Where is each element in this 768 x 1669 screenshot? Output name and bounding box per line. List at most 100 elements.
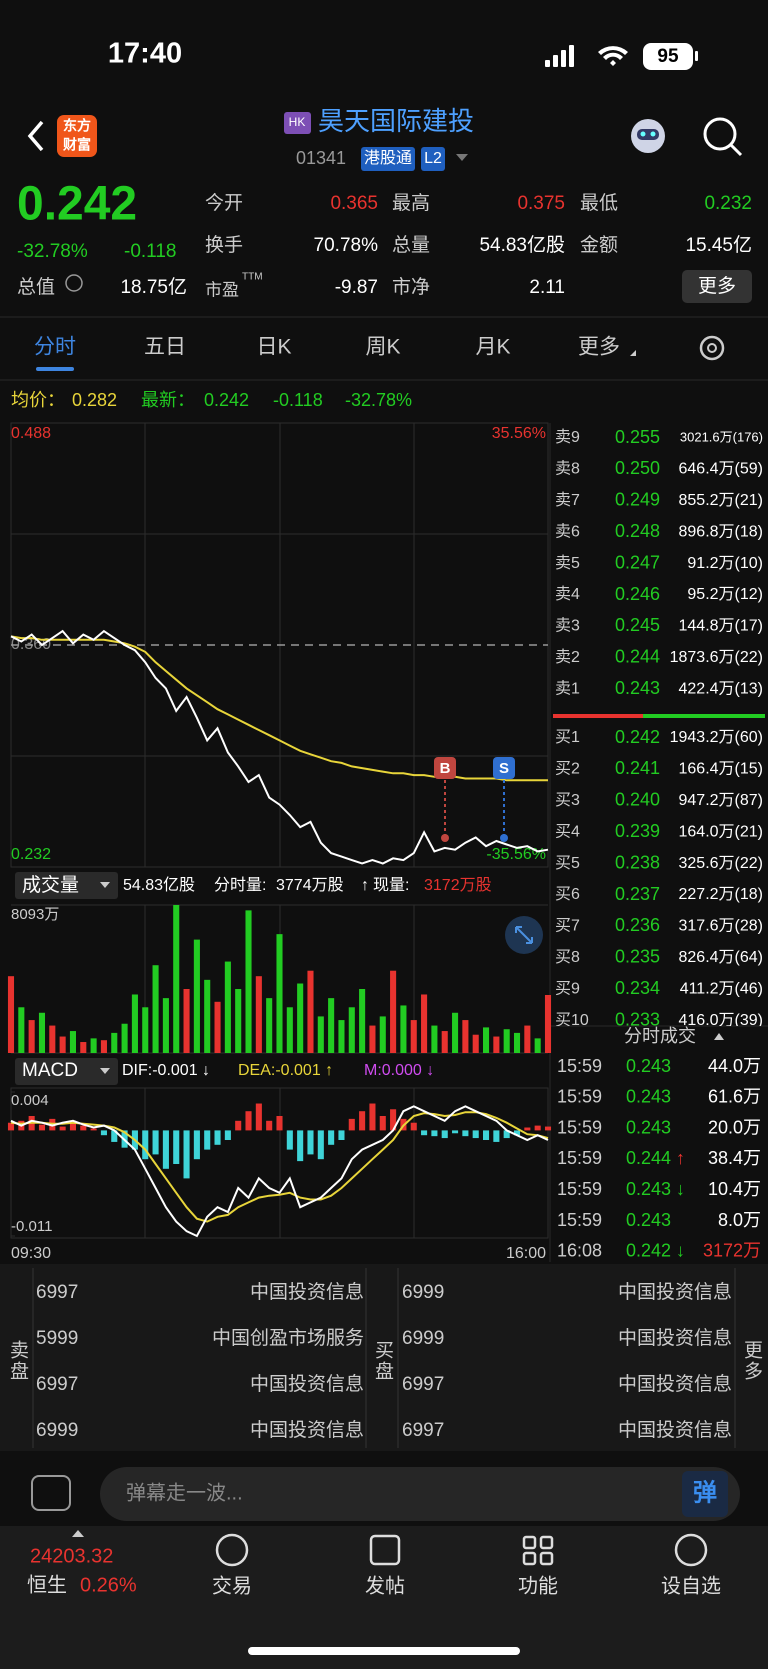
book-volume: 416.0万(39) (679, 1012, 764, 1029)
tab[interactable]: 五日 (144, 336, 186, 359)
broker-name: 中国投资信息 (250, 1373, 364, 1395)
volume-bar (49, 1025, 56, 1053)
macd-bar (214, 1130, 221, 1145)
broker-more[interactable]: 更多 (741, 1340, 763, 1382)
trade-price: 0.243 (626, 1056, 671, 1076)
volume-bar (131, 994, 138, 1053)
expand-arrow[interactable] (72, 1530, 84, 1537)
clock: 17:40 (108, 38, 182, 70)
nav-item[interactable]: 设自选 (661, 1574, 721, 1597)
more-button[interactable] (682, 270, 752, 303)
macd-bar (59, 1126, 66, 1131)
volume-bar (493, 1036, 500, 1053)
book-volume: 3021.6万(176) (680, 429, 763, 444)
macd-bar (90, 1128, 97, 1131)
macd-bar (224, 1130, 231, 1140)
book-volume: 896.8万(18) (679, 523, 764, 540)
badge-text: L2 (424, 150, 442, 167)
comment-icon[interactable] (31, 1475, 71, 1511)
info-icon[interactable] (65, 274, 83, 292)
trade-volume: 20.0万 (708, 1117, 761, 1137)
back-button[interactable] (27, 120, 44, 152)
book-price: 0.235 (615, 947, 660, 967)
volume-bar (59, 1036, 66, 1053)
broker-name: 中国投资信息 (618, 1281, 732, 1303)
nav-item[interactable]: 功能 (518, 1574, 558, 1597)
broker-name: 中国投资信息 (250, 1419, 364, 1441)
index-change: 0.26% (80, 1574, 137, 1596)
market-badge (284, 112, 311, 134)
nav-item[interactable]: 发帖 (365, 1574, 405, 1597)
search-icon[interactable] (703, 117, 743, 157)
volume-bar (390, 970, 397, 1053)
stock-code: 01341 (296, 148, 346, 168)
y-tick-label: -0.011 (11, 1218, 52, 1235)
broker-name: 中国投资信息 (618, 1373, 732, 1395)
battery-level: 95 (657, 46, 679, 67)
volume-bar (307, 970, 314, 1053)
dropdown-arrow[interactable] (100, 1068, 110, 1074)
macd-bar (379, 1116, 386, 1131)
robot-icon[interactable] (631, 119, 665, 153)
tab[interactable]: 更多 (578, 336, 620, 359)
tab[interactable]: 日K (256, 336, 291, 359)
volume-bar (297, 983, 304, 1053)
x-tick-label: 09:30 (11, 1245, 51, 1262)
dropdown-arrow[interactable] (714, 1033, 724, 1040)
expand-icon (515, 926, 533, 944)
badge-text: 港股通 (364, 149, 412, 167)
volume-bar (534, 1038, 541, 1053)
volume-label: 现量: (373, 877, 409, 894)
logo[interactable] (57, 115, 97, 157)
stat-value: 0.365 (330, 193, 378, 214)
volume-bar (452, 1012, 459, 1053)
macd-bar (297, 1130, 304, 1162)
comment-input[interactable] (100, 1467, 740, 1521)
tab[interactable]: 分时 (34, 336, 76, 359)
macd-bar (173, 1130, 180, 1164)
book-level: 买5 (555, 854, 580, 872)
macd-bar (111, 1130, 118, 1142)
selector-box[interactable] (15, 872, 118, 899)
macd-bar (421, 1130, 428, 1136)
stat-value: 70.78% (314, 235, 379, 256)
stat-value: 0.232 (704, 193, 752, 214)
macd-bar (410, 1122, 417, 1131)
volume-bar (369, 1025, 376, 1053)
book-price: 0.236 (615, 915, 660, 935)
book-volume: 166.4万(15) (679, 761, 764, 778)
volume-bar (255, 976, 262, 1053)
macd-bar (482, 1130, 490, 1140)
tab[interactable]: 周K (365, 336, 400, 359)
book-volume: 1943.2万(60) (670, 729, 763, 746)
macd-bar (266, 1120, 273, 1131)
book-price: 0.249 (615, 490, 660, 510)
book-volume: 227.2万(18) (679, 886, 764, 903)
settings-icon[interactable] (699, 335, 725, 361)
nav-icons[interactable] (215, 1533, 708, 1567)
stat-label: 市盈 (205, 280, 239, 299)
settings-icon[interactable] (707, 343, 717, 353)
volume-bar (421, 994, 428, 1053)
book-price: 0.242 (615, 727, 660, 747)
dropdown-arrow[interactable] (100, 882, 110, 888)
book-volume: 1873.6万(22) (670, 649, 763, 666)
nav-item[interactable]: 交易 (212, 1574, 252, 1597)
trade-volume: 61.6万 (708, 1087, 761, 1107)
dropdown-arrow[interactable] (630, 350, 636, 356)
danmu-button[interactable] (682, 1471, 728, 1517)
book-price: 0.245 (615, 615, 660, 635)
tab[interactable]: 月K (475, 336, 510, 359)
status-icons (545, 43, 698, 70)
trade-time: 15:59 (557, 1179, 602, 1199)
selector-box[interactable] (15, 1058, 118, 1085)
macd-bar (100, 1130, 107, 1136)
book-volume: 91.2万(10) (687, 555, 763, 572)
book-level: 卖6 (555, 522, 580, 540)
volume-bar (235, 988, 242, 1053)
dropdown-arrow[interactable] (456, 154, 468, 161)
volume-bar (472, 1034, 479, 1053)
macd-bar (286, 1130, 293, 1150)
broker-side-label: 买盘 (372, 1340, 394, 1382)
book-volume: 95.2万(12) (687, 586, 763, 603)
